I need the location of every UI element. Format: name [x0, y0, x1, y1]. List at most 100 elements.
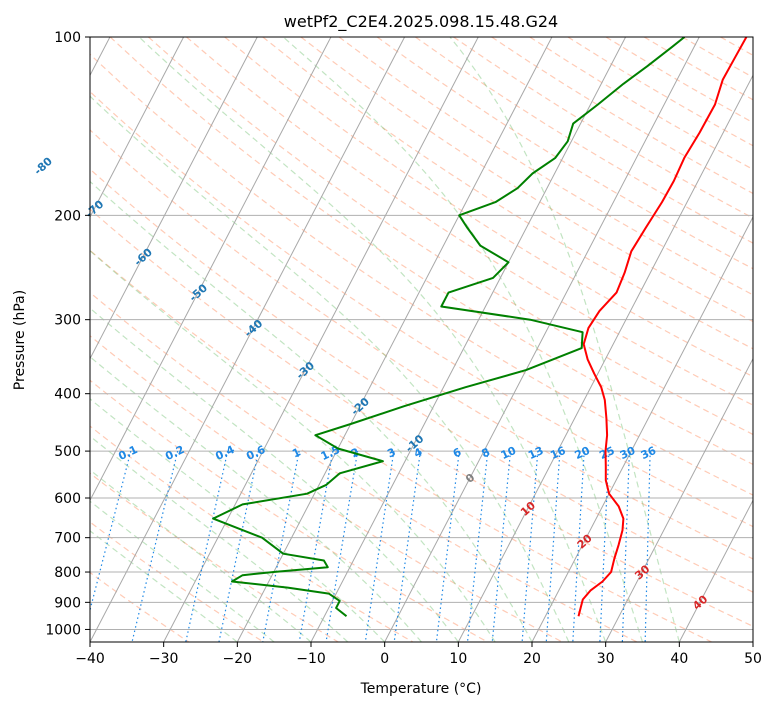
mixing-ratio-label: 0.6 [244, 443, 267, 463]
mixing-ratio-label: 13 [526, 444, 545, 462]
dry-adiabat [643, 37, 753, 101]
isotherm-gridline [90, 37, 406, 642]
moist-adiabat [90, 307, 459, 642]
isotherm-label: -90 [0, 112, 4, 135]
isotherm-label: -10 [403, 432, 427, 455]
isotherm-gridline [236, 37, 553, 642]
mixing-ratio-line [393, 451, 422, 642]
mixing-ratio-line [599, 451, 610, 642]
dry-adiabat [186, 37, 753, 406]
isoline-labels: 0.10.20.40.611.52346810131620253036-100-… [0, 112, 711, 613]
y-tick-label: 100 [54, 30, 81, 46]
dry-adiabat [338, 37, 753, 296]
mixing-ratio-line [364, 451, 395, 642]
y-tick-label: 600 [54, 491, 81, 507]
y-tick-label: 200 [54, 208, 81, 224]
x-tick-label: 30 [597, 651, 615, 667]
moist-adiabat [90, 530, 238, 642]
isotherm-label: -40 [242, 317, 266, 340]
dry-adiabat [148, 37, 753, 436]
isotherm-label: 30 [632, 562, 652, 582]
moist-adiabat [90, 500, 275, 642]
dry-adiabat [759, 37, 775, 642]
isotherm-label: 0 [463, 471, 478, 486]
isotherm-label: 40 [690, 593, 710, 613]
mixing-ratio-line [621, 451, 631, 642]
mixing-ratio-line [572, 451, 585, 642]
moist-adiabat [90, 355, 422, 642]
plot-frame [89, 36, 754, 643]
moist-adiabat [449, 37, 680, 642]
dry-adiabat [90, 249, 712, 642]
mixing-ratio-line [521, 451, 539, 642]
mixing-ratio-label: 20 [573, 444, 593, 462]
mixing-ratio-line [131, 450, 179, 642]
mixing-ratio-line [185, 450, 229, 642]
mixing-ratio-label: 1.5 [319, 443, 342, 463]
x-tick-label: 10 [449, 651, 467, 667]
isotherm-label: -60 [132, 245, 156, 268]
mixing-ratio-label: 30 [618, 444, 638, 462]
dewpoint-profile-line [212, 37, 686, 617]
mixing-ratio-label: 25 [597, 444, 616, 462]
moist-adiabat [90, 180, 533, 642]
mixing-ratio-line [262, 450, 300, 642]
x-tick-label: 50 [744, 651, 762, 667]
moist-adiabat [90, 398, 386, 642]
isotherm-gridline [531, 215, 753, 642]
isotherm-label: 20 [575, 532, 595, 552]
y-tick-label: 500 [54, 444, 81, 460]
moist-adiabat [90, 435, 349, 642]
x-tick-label: 0 [380, 651, 389, 667]
isotherm-gridline [678, 499, 753, 642]
moist-adiabat [90, 249, 496, 642]
mixing-ratio-label: 16 [548, 444, 568, 462]
mixing-ratio-label: 0.4 [213, 443, 236, 463]
isotherm-gridline [90, 37, 185, 219]
dry-adiabat [90, 571, 190, 642]
moist-adiabat [282, 37, 644, 642]
x-axis-label: Temperature (°C) [360, 681, 482, 697]
dry-adiabat [415, 37, 753, 244]
dry-adiabat [720, 37, 753, 57]
dry-adiabat [90, 90, 753, 528]
dry-adiabat [90, 129, 753, 560]
moist-adiabat [138, 37, 607, 642]
plot-area: 0.10.20.40.611.52346810131620253036-100-… [0, 36, 775, 643]
moist-adiabat [90, 95, 570, 642]
mixing-ratio-line [644, 451, 651, 642]
mixing-ratio-label: 0.2 [163, 443, 186, 463]
isotherm-gridline [457, 74, 753, 642]
y-axis-label: Pressure (hPa) [12, 290, 28, 390]
isotherm-label: -50 [187, 281, 211, 304]
x-tick-label: 20 [523, 651, 541, 667]
dry-adiabat [491, 37, 753, 195]
isotherm-gridline [384, 37, 700, 642]
mixing-ratio-line [325, 451, 359, 642]
mixing-ratio-line [545, 451, 561, 642]
dry-adiabat [376, 37, 753, 270]
x-tick-label: 40 [670, 651, 688, 667]
mixing-ratio-label: 8 [479, 446, 491, 461]
mixing-ratio-line [218, 450, 260, 642]
x-axis: −40 −30 −20 −10 0 10 20 30 40 50 [75, 642, 762, 667]
mixing-ratio-label: 0.1 [116, 443, 139, 463]
mixing-ratio-label: 1 [290, 446, 302, 461]
isotherm-gridline [163, 37, 479, 642]
x-tick-label: −20 [223, 651, 253, 667]
mixing-ratio-line [435, 451, 460, 642]
dry-adiabat [300, 37, 753, 323]
temperature-profile-line [577, 37, 748, 617]
isotherm-label: -30 [294, 359, 318, 382]
mixing-ratio-label: 36 [639, 444, 659, 462]
y-tick-label: 900 [54, 595, 81, 611]
y-tick-label: 1000 [45, 622, 81, 638]
chart-title: wetPf2_C2E4.2025.098.15.48.G24 [284, 12, 558, 32]
dry-adiabat [90, 521, 264, 642]
dry-adiabat [681, 37, 753, 79]
isotherm-gridline [310, 37, 627, 642]
dry-adiabat [90, 379, 488, 642]
dry-adiabat [109, 37, 753, 466]
y-tick-label: 300 [54, 313, 81, 329]
